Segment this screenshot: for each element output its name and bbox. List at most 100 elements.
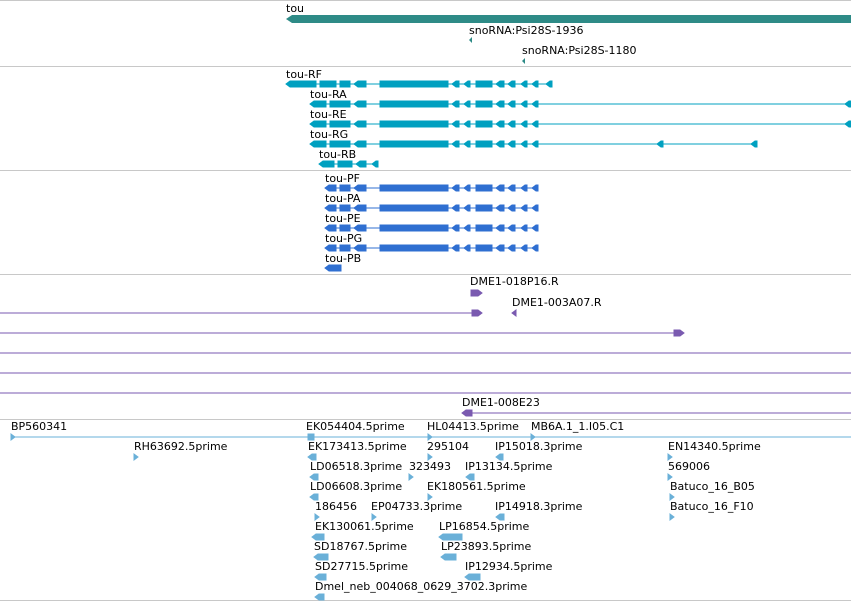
est-label[interactable]: IP13134.5prime <box>465 460 553 473</box>
protein-pf-exon <box>475 184 493 192</box>
est-label[interactable]: LP16854.5prime <box>439 520 530 533</box>
gene-label[interactable]: tou <box>286 2 305 15</box>
est-label[interactable]: Dmel_neb_004068_0629_3702.3prime <box>315 580 528 593</box>
clone-feature-018p16 <box>470 289 483 297</box>
transcript-re-exon <box>463 120 471 128</box>
est-label[interactable]: LD06608.3prime <box>310 480 403 493</box>
transcript-re-exon <box>520 120 528 128</box>
protein-pg-exon <box>463 244 471 252</box>
transcript-ra-exon <box>379 100 449 108</box>
transcript-re-exon <box>507 120 516 128</box>
protein-pe-exon <box>353 224 367 232</box>
transcript-re-exon <box>353 120 367 128</box>
protein-pe-exon <box>379 224 449 232</box>
clone-feature-008e23-end <box>461 409 473 417</box>
est-label[interactable]: Batuco_16_B05 <box>670 480 755 493</box>
protein-pg-exon <box>379 244 449 252</box>
est-label[interactable]: IP15018.3prime <box>495 440 583 453</box>
est-label[interactable]: LD06518.3prime <box>310 460 403 473</box>
clone-label-018p16[interactable]: DME1-018P16.R <box>470 275 559 288</box>
est-label[interactable]: IP14918.3prime <box>495 500 583 513</box>
transcript-label-rg[interactable]: tou-RG <box>310 128 349 141</box>
transcript-ra-exon <box>531 100 539 108</box>
transcript-ra-exon <box>495 100 505 108</box>
transcript-label-ra[interactable]: tou-RA <box>310 88 347 101</box>
est-feature <box>408 473 414 481</box>
protein-pe-exon <box>520 224 528 232</box>
transcript-rg-exon <box>463 140 471 148</box>
snorna-label-1180[interactable]: snoRNA:Psi28S-1180 <box>522 44 637 57</box>
transcript-ra-exon <box>329 100 351 108</box>
protein-pe-exon <box>475 224 493 232</box>
protein-label-pg[interactable]: tou-PG <box>325 232 363 245</box>
est-label[interactable]: EK130061.5prime <box>315 520 414 533</box>
est-label[interactable]: HL04413.5prime <box>427 420 519 433</box>
protein-pf-exon <box>495 184 505 192</box>
protein-label-pa[interactable]: tou-PA <box>325 192 361 205</box>
est-label[interactable]: LP23893.5prime <box>441 540 532 553</box>
clone-label-008e23[interactable]: DME1-008E23 <box>462 396 540 409</box>
est-label[interactable]: IP12934.5prime <box>465 560 553 573</box>
transcript-rf-exon <box>339 80 351 88</box>
est-label[interactable]: 186456 <box>315 500 357 513</box>
transcript-rf-exon <box>475 80 493 88</box>
est-label[interactable]: BP560341 <box>11 420 68 433</box>
est-label[interactable]: EN14340.5prime <box>668 440 761 453</box>
protein-pg-exon <box>507 244 516 252</box>
track-divider <box>0 600 851 601</box>
snorna-label-1936[interactable]: snoRNA:Psi28S-1936 <box>469 24 584 37</box>
protein-pa-exon <box>475 204 493 212</box>
protein-pf-exon <box>451 184 460 192</box>
est-feature <box>10 433 16 441</box>
transcript-ra-exon <box>451 100 460 108</box>
protein-label-pb[interactable]: tou-PB <box>325 252 362 265</box>
clone-label-003a07[interactable]: DME1-003A07.R <box>512 296 602 309</box>
est-label[interactable]: SD18767.5prime <box>314 540 407 553</box>
snorna-feature-1936 <box>469 37 472 43</box>
protein-pa-exon <box>353 204 367 212</box>
transcript-label-rf[interactable]: tou-RF <box>286 68 322 81</box>
snorna-feature-1180 <box>522 58 525 64</box>
transcript-label-rb[interactable]: tou-RB <box>319 148 357 161</box>
protein-pf-exon <box>379 184 449 192</box>
protein-pe-exon <box>451 224 460 232</box>
est-label[interactable]: EK180561.5prime <box>427 480 526 493</box>
transcript-label-re[interactable]: tou-RE <box>310 108 347 121</box>
protein-pg-exon <box>531 244 539 252</box>
transcript-re-exon <box>531 120 539 128</box>
est-label[interactable]: EK054404.5prime <box>306 420 405 433</box>
protein-pe-exon <box>324 224 337 232</box>
est-label[interactable]: Batuco_16_F10 <box>670 500 754 513</box>
transcript-re-exon <box>475 120 493 128</box>
transcript-rg-exon <box>750 140 758 148</box>
transcript-re-exon <box>844 120 851 128</box>
protein-pe-exon <box>507 224 516 232</box>
protein-label-pe[interactable]: tou-PE <box>325 212 361 225</box>
est-label[interactable]: 323493 <box>409 460 451 473</box>
est-label[interactable]: RH63692.5prime <box>134 440 228 453</box>
transcript-rf-exon <box>379 80 449 88</box>
transcript-rg-exon <box>451 140 460 148</box>
est-label[interactable]: SD27715.5prime <box>315 560 408 573</box>
transcript-re-exon <box>495 120 505 128</box>
transcript-rg-exon <box>495 140 505 148</box>
protein-pa-exon <box>531 204 539 212</box>
transcript-re-exon <box>329 120 351 128</box>
est-label[interactable]: EP04733.3prime <box>371 500 463 513</box>
transcript-rg-exon <box>531 140 539 148</box>
clone-feature-end <box>673 329 685 337</box>
est-label[interactable]: MB6A.1_1.I05.C1 <box>531 420 625 433</box>
transcript-rb-exon <box>355 160 367 168</box>
protein-pg-exon <box>353 244 367 252</box>
transcript-rf-exon <box>545 80 553 88</box>
est-label[interactable]: EK173413.5prime <box>308 440 407 453</box>
transcript-rf-exon <box>319 80 337 88</box>
transcript-re-exon <box>309 120 327 128</box>
protein-label-pf[interactable]: tou-PF <box>325 172 360 185</box>
transcript-rf-exon <box>531 80 539 88</box>
protein-pa-exon <box>463 204 471 212</box>
protein-pb-exon <box>324 264 342 272</box>
est-label[interactable]: 295104 <box>427 440 469 453</box>
transcript-rf-exon <box>451 80 460 88</box>
est-label[interactable]: 569006 <box>668 460 710 473</box>
